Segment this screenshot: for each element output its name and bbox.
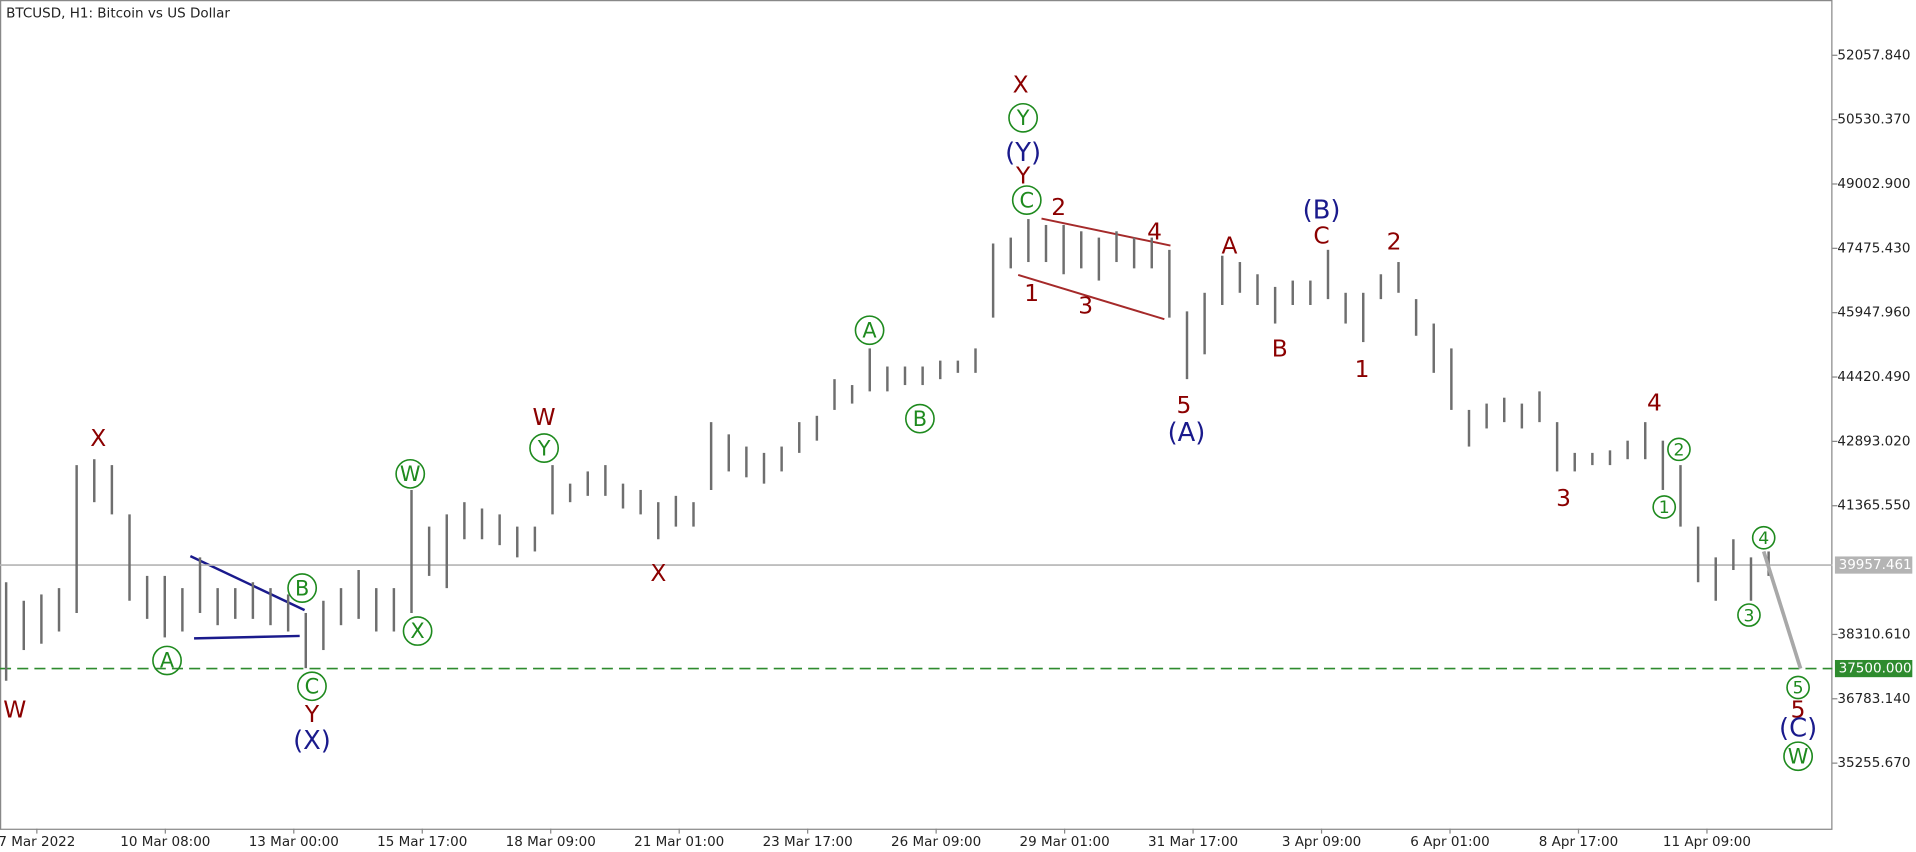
wave-circle: [395, 458, 426, 489]
wave-label: W: [1788, 744, 1809, 768]
price-level-label: 39957.461: [1839, 557, 1912, 573]
wave-circle: [905, 403, 935, 434]
x-tick-label: 7 Mar 2022: [0, 834, 75, 850]
x-tick-label: 18 Mar 09:00: [506, 834, 596, 850]
y-tick-label: 35255.670: [1837, 755, 1910, 771]
wave-label: 4: [1758, 529, 1769, 549]
wave-label: X: [650, 559, 666, 587]
y-tick-label: 42893.020: [1837, 433, 1910, 449]
wave-label: Y: [1015, 161, 1031, 189]
y-tick-label: 44420.490: [1837, 369, 1910, 385]
y-tick-label: 49002.900: [1837, 176, 1910, 192]
wave-label: 1: [1024, 279, 1039, 307]
wave-label: 2: [1387, 228, 1402, 256]
wave-label: 2: [1673, 441, 1684, 461]
trendline: [1041, 217, 1171, 247]
wave-label: W: [400, 462, 421, 486]
wave-circle: [1011, 185, 1042, 216]
wave-circle: [1652, 495, 1677, 519]
wave-circle: [402, 616, 433, 646]
y-tick-label: 45947.960: [1837, 305, 1910, 321]
x-tick-label: 21 Mar 01:00: [634, 834, 724, 850]
y-tick-label: 50530.370: [1837, 112, 1910, 128]
x-tick-label: 8 Apr 17:00: [1539, 834, 1618, 850]
y-tick-label: 52057.840: [1837, 47, 1910, 63]
wave-circle: [297, 671, 327, 702]
x-tick-label: 10 Mar 08:00: [120, 834, 210, 850]
x-tick-label: 26 Mar 09:00: [891, 834, 981, 850]
wave-label: (X): [293, 726, 331, 756]
wave-label: (C): [1779, 714, 1817, 744]
chart-title: BTCUSD, H1: Bitcoin vs US Dollar: [6, 6, 230, 22]
x-tick-label: 3 Apr 09:00: [1282, 834, 1361, 850]
wave-label: W: [3, 695, 26, 723]
price-level-box: [1834, 556, 1913, 574]
wave-label: 3: [1556, 484, 1571, 512]
wave-label: 1: [1659, 498, 1670, 518]
x-tick-label: 31 Mar 17:00: [1148, 834, 1238, 850]
y-tick-label: 41365.550: [1837, 498, 1910, 514]
x-tick-label: 15 Mar 17:00: [377, 834, 467, 850]
wave-label: C: [1019, 188, 1034, 212]
wave-label: (A): [1168, 418, 1206, 448]
wave-circle: [1783, 741, 1814, 772]
wave-label: 2: [1051, 193, 1066, 221]
wave-label: Y: [304, 700, 320, 728]
wave-label: 4: [1647, 388, 1662, 416]
wave-label: 5: [1177, 391, 1192, 419]
wave-circle: [152, 645, 182, 676]
y-tick-label: 38310.610: [1837, 626, 1910, 642]
wave-circle: [854, 315, 885, 346]
wave-label: A: [160, 649, 175, 673]
wave-circle: [1786, 675, 1810, 700]
wave-label: C: [1313, 221, 1329, 249]
wave-circle: [1737, 603, 1761, 627]
wave-circle: [1667, 437, 1691, 462]
wave-label: Y: [537, 436, 551, 460]
wave-circle: [1751, 525, 1776, 550]
x-tick-label: 6 Apr 01:00: [1410, 834, 1489, 850]
wave-label: A: [862, 318, 877, 342]
price-level-label: 37500.000: [1839, 661, 1912, 677]
wave-label: Y: [1016, 106, 1030, 130]
trendline: [1017, 274, 1165, 321]
y-tick-label: 47475.430: [1837, 240, 1910, 256]
wave-label: W: [533, 403, 556, 431]
wave-circle: [529, 433, 560, 464]
wave-label: 4: [1147, 218, 1162, 246]
wave-label: X: [90, 424, 106, 452]
plot-frame: [0, 0, 1833, 830]
wave-label: B: [295, 576, 309, 600]
wave-label: 3: [1743, 606, 1754, 626]
projection-line: [1761, 550, 1803, 670]
wave-circle: [1008, 102, 1039, 133]
price-level-box: [1834, 659, 1913, 678]
wave-label: 5: [1791, 695, 1806, 723]
wave-label: 5: [1793, 679, 1804, 699]
wave-label: B: [1272, 334, 1288, 362]
wave-label: 3: [1078, 291, 1093, 319]
wave-label: 1: [1355, 355, 1370, 383]
wave-label: (Y): [1005, 138, 1041, 168]
wave-circle: [287, 573, 318, 603]
x-tick-label: 13 Mar 00:00: [249, 834, 339, 850]
wave-label: X: [410, 619, 424, 643]
x-tick-label: 11 Apr 09:00: [1663, 834, 1751, 850]
wave-label: A: [1221, 231, 1237, 259]
wave-label: B: [913, 407, 927, 431]
wave-label: (B): [1303, 196, 1341, 226]
y-tick-label: 36783.140: [1837, 691, 1910, 707]
wave-label: X: [1013, 70, 1029, 98]
wave-label: C: [305, 674, 320, 698]
x-tick-label: 23 Mar 17:00: [763, 834, 853, 850]
trendline: [194, 634, 300, 640]
x-tick-label: 29 Mar 01:00: [1020, 834, 1110, 850]
